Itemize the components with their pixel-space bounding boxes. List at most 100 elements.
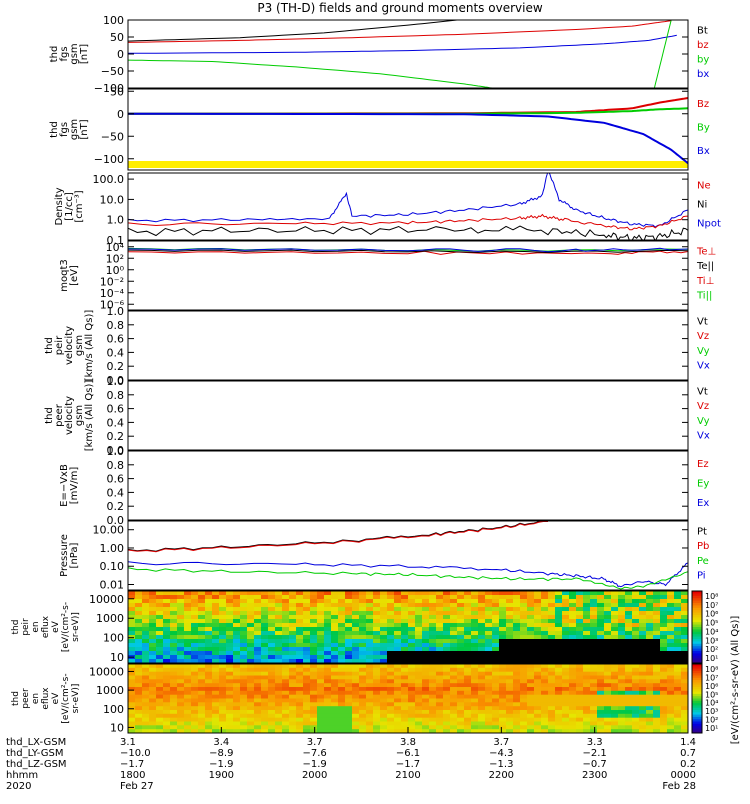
spectro-cell xyxy=(611,667,619,673)
spectro-cell xyxy=(569,687,577,692)
panel-frame xyxy=(127,450,689,521)
spectro-cell xyxy=(478,683,486,688)
spectro-cell xyxy=(198,651,206,656)
spectro-cell xyxy=(198,627,206,632)
spectro-cell xyxy=(268,721,276,726)
spectro-cell xyxy=(240,713,248,719)
spectro-cell xyxy=(618,599,626,604)
spectro-cell xyxy=(282,694,290,699)
spectro-cell xyxy=(359,631,367,636)
spectro-cell xyxy=(261,710,269,715)
spectro-cell xyxy=(170,721,178,726)
spectro-cell xyxy=(569,615,577,620)
spectro-cell xyxy=(611,664,619,669)
spectro-cell xyxy=(457,615,465,620)
spectro-cell xyxy=(597,627,605,632)
spectro-cell xyxy=(485,627,493,632)
spectro-cell xyxy=(499,607,507,612)
spectro-cell xyxy=(366,702,374,707)
spectro-cell xyxy=(261,611,269,616)
spectro-cell xyxy=(359,607,367,612)
spectro-cell xyxy=(492,655,500,660)
spectro-cell xyxy=(618,627,626,632)
spectro-cell xyxy=(128,683,136,688)
spectro-cell xyxy=(317,635,325,640)
spectro-cell xyxy=(345,599,353,604)
spectro-cell xyxy=(268,627,276,632)
spectro-cell xyxy=(198,607,206,612)
spectro-cell xyxy=(373,643,381,648)
spectro-cell xyxy=(443,717,451,722)
spectro-cell xyxy=(436,623,444,628)
spectro-cell xyxy=(324,659,332,664)
ephem-value: 1.4 xyxy=(680,737,696,748)
spectro-cell xyxy=(583,717,591,722)
spectro-cell xyxy=(415,643,423,648)
spectro-cell xyxy=(191,599,199,604)
spectro-cell xyxy=(324,647,332,652)
spectro-cell xyxy=(611,717,619,722)
spectro-cell xyxy=(212,721,220,726)
spectro-cell xyxy=(611,611,619,616)
spectro-cell xyxy=(597,619,605,624)
spectro-cell xyxy=(506,611,514,616)
spectro-cell xyxy=(184,725,192,730)
spectro-cell xyxy=(653,623,661,628)
spectro-cell xyxy=(618,615,626,620)
spectro-cell xyxy=(408,603,416,608)
spectro-cell xyxy=(548,643,556,648)
spectro-cell xyxy=(499,643,507,648)
spectro-cell xyxy=(632,694,640,699)
spectro-cell xyxy=(261,664,269,669)
spectro-cell xyxy=(142,639,150,644)
spectro-cell xyxy=(408,683,416,688)
spectro-cell xyxy=(170,607,178,612)
spectro-cell xyxy=(366,623,374,628)
ephem-value: 3.3 xyxy=(587,737,603,748)
spectro-cell xyxy=(464,655,472,660)
spectro-cell xyxy=(401,603,409,608)
spectro-cell xyxy=(548,690,556,696)
spectro-cell xyxy=(247,595,255,600)
spectro-cell xyxy=(240,702,248,707)
spectro-cell xyxy=(191,664,199,669)
spectro-cell xyxy=(275,687,283,692)
spectro-cell xyxy=(534,631,542,636)
spectro-cell xyxy=(177,710,185,715)
spectro-cell xyxy=(317,615,325,620)
spectro-cell xyxy=(163,599,171,604)
spectro-cell xyxy=(240,623,248,628)
spectro-cell xyxy=(660,679,668,684)
spectro-cell xyxy=(317,647,325,652)
spectro-cell xyxy=(436,655,444,660)
spectro-cell xyxy=(590,615,598,620)
spectro-cell xyxy=(401,706,409,711)
spectro-cell xyxy=(478,611,486,616)
colorbar-cell xyxy=(692,675,702,679)
spectro-cell xyxy=(317,702,325,707)
ephem-value: −0.7 xyxy=(583,759,607,770)
spectro-cell xyxy=(345,698,353,703)
spectro-cell xyxy=(660,664,668,669)
spectro-cell xyxy=(324,643,332,648)
spectro-cell xyxy=(219,713,227,719)
spectro-cell xyxy=(233,615,241,620)
spectro-cell xyxy=(681,687,689,692)
spectro-cell xyxy=(233,627,241,632)
ytick-label: 0.8 xyxy=(107,389,125,402)
spectro-cell xyxy=(429,729,437,734)
ylabel: thd fgs gsm [nT] xyxy=(49,119,90,140)
spectro-cell xyxy=(457,721,465,726)
spectro-cell xyxy=(177,698,185,703)
spectro-cell xyxy=(142,687,150,692)
spectro-cell xyxy=(282,710,290,715)
spectro-cell xyxy=(499,639,507,644)
spectro-cell xyxy=(555,702,563,707)
spectro-cell xyxy=(394,694,402,699)
spectro-cell xyxy=(583,595,591,600)
spectro-cell xyxy=(471,675,479,680)
spectro-cell xyxy=(226,631,234,636)
spectro-cell xyxy=(359,611,367,616)
spectro-cell xyxy=(436,690,444,696)
spectro-cell xyxy=(352,702,360,707)
